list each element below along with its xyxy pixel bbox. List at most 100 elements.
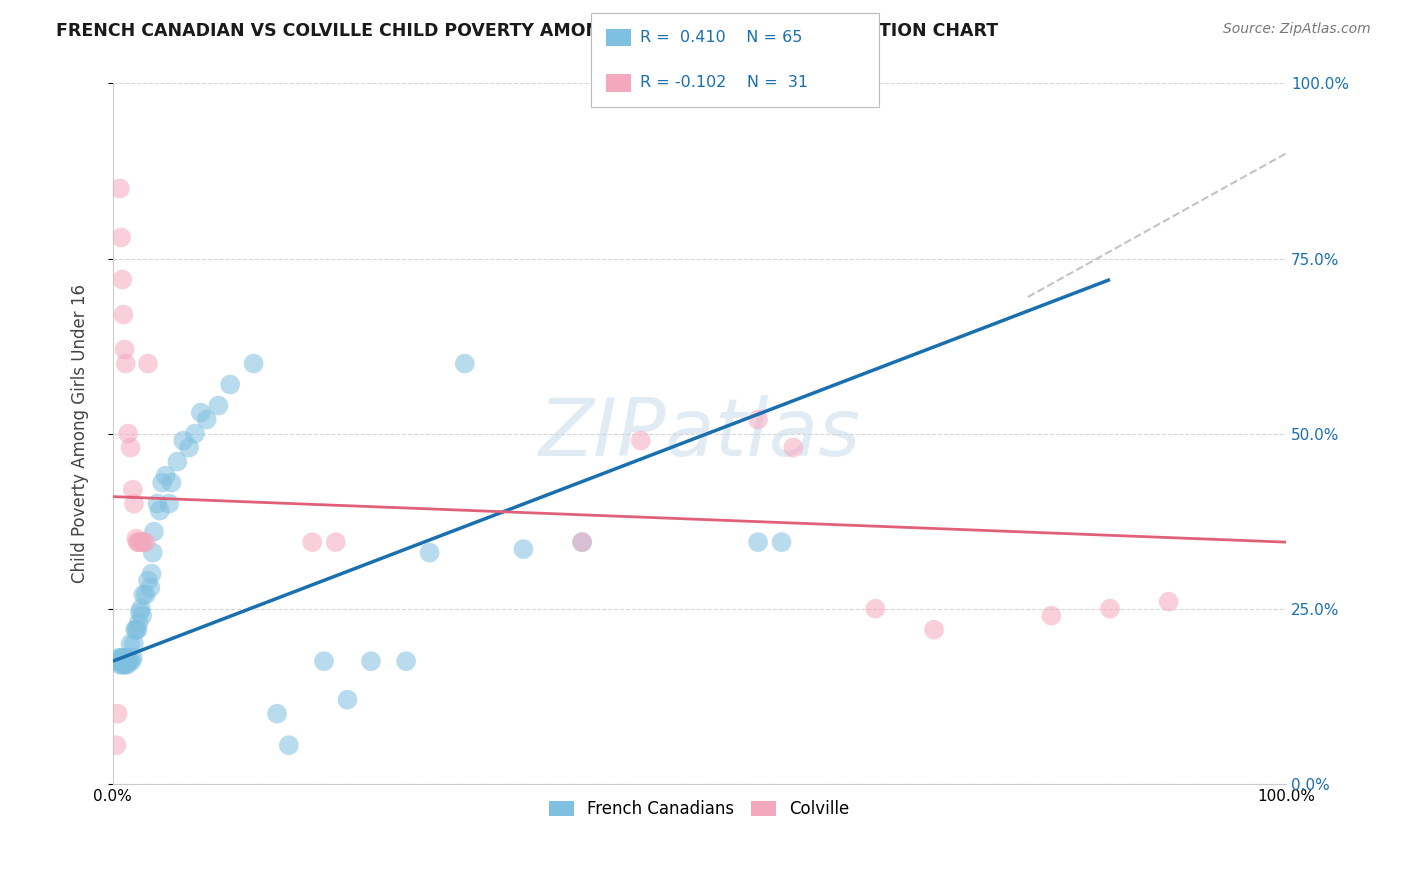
Text: R = -0.102    N =  31: R = -0.102 N = 31	[640, 76, 808, 90]
Point	[107, 706, 129, 721]
Point	[121, 654, 143, 668]
Point	[121, 483, 143, 497]
Point	[1098, 601, 1121, 615]
Point	[155, 468, 177, 483]
Point	[135, 535, 157, 549]
Point	[922, 623, 945, 637]
Point	[111, 654, 134, 668]
Point	[112, 657, 135, 672]
Point	[110, 230, 132, 244]
Point	[108, 181, 131, 195]
Point	[132, 588, 155, 602]
Point	[120, 441, 142, 455]
Point	[336, 692, 359, 706]
Point	[107, 654, 129, 668]
Point	[128, 605, 150, 619]
Point	[108, 654, 131, 668]
Point	[139, 581, 162, 595]
Point	[105, 654, 128, 668]
Point	[277, 738, 299, 752]
Point	[160, 475, 183, 490]
Point	[127, 535, 149, 549]
Point	[142, 524, 165, 539]
Point	[128, 615, 150, 630]
Point	[782, 441, 804, 455]
Point	[131, 608, 153, 623]
Point	[115, 657, 138, 672]
Point	[120, 637, 142, 651]
Point	[266, 706, 288, 721]
Point	[125, 532, 148, 546]
Point	[135, 588, 157, 602]
Point	[571, 535, 593, 549]
Point	[360, 654, 382, 668]
Point	[454, 357, 477, 371]
Point	[150, 475, 173, 490]
Point	[125, 623, 148, 637]
Point	[114, 657, 136, 672]
Point	[142, 546, 165, 560]
Point	[219, 377, 242, 392]
Point	[111, 272, 134, 286]
Point	[149, 503, 172, 517]
Point	[132, 535, 155, 549]
Point	[114, 654, 136, 668]
Point	[117, 654, 139, 668]
Point	[865, 601, 887, 615]
Point	[395, 654, 418, 668]
Point	[110, 650, 132, 665]
Point	[172, 434, 194, 448]
Point	[107, 654, 129, 668]
Point	[419, 546, 441, 560]
Point	[136, 357, 159, 371]
Point	[136, 574, 159, 588]
Point	[512, 542, 534, 557]
Point	[127, 623, 149, 637]
Point	[157, 497, 180, 511]
Text: Source: ZipAtlas.com: Source: ZipAtlas.com	[1223, 22, 1371, 37]
Point	[177, 441, 200, 455]
Point	[114, 654, 136, 668]
Point	[114, 357, 136, 371]
Point	[207, 399, 229, 413]
Point	[571, 535, 593, 549]
Text: ZIPatlas: ZIPatlas	[538, 394, 860, 473]
Point	[107, 650, 129, 665]
Point	[122, 497, 145, 511]
Point	[1157, 595, 1180, 609]
Point	[190, 406, 212, 420]
Point	[105, 738, 128, 752]
Point	[128, 535, 150, 549]
Point	[146, 497, 169, 511]
Point	[630, 434, 652, 448]
Point	[124, 623, 146, 637]
Point	[325, 535, 347, 549]
Point	[129, 601, 152, 615]
Point	[115, 650, 138, 665]
Point	[166, 454, 188, 468]
Point	[112, 650, 135, 665]
Point	[128, 535, 150, 549]
Legend: French Canadians, Colville: French Canadians, Colville	[543, 793, 856, 824]
Point	[110, 654, 132, 668]
Point	[111, 657, 134, 672]
Point	[121, 650, 143, 665]
Point	[108, 657, 131, 672]
Point	[114, 650, 136, 665]
Point	[131, 535, 153, 549]
Point	[301, 535, 323, 549]
Point	[195, 412, 218, 426]
Text: FRENCH CANADIAN VS COLVILLE CHILD POVERTY AMONG GIRLS UNDER 16 CORRELATION CHART: FRENCH CANADIAN VS COLVILLE CHILD POVERT…	[56, 22, 998, 40]
Point	[747, 535, 769, 549]
Point	[122, 637, 145, 651]
Point	[184, 426, 207, 441]
Point	[747, 412, 769, 426]
Point	[141, 566, 163, 581]
Point	[242, 357, 264, 371]
Point	[114, 343, 136, 357]
Point	[118, 654, 141, 668]
Point	[770, 535, 793, 549]
Point	[1040, 608, 1063, 623]
Text: R =  0.410    N = 65: R = 0.410 N = 65	[640, 30, 801, 45]
Point	[312, 654, 335, 668]
